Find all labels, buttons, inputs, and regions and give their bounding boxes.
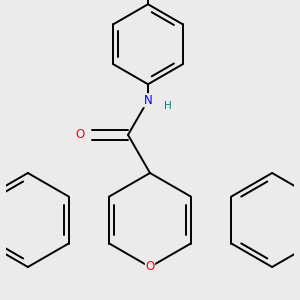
Text: N: N (144, 94, 152, 107)
Text: O: O (75, 128, 85, 141)
Text: O: O (146, 260, 154, 274)
Text: H: H (164, 101, 172, 111)
